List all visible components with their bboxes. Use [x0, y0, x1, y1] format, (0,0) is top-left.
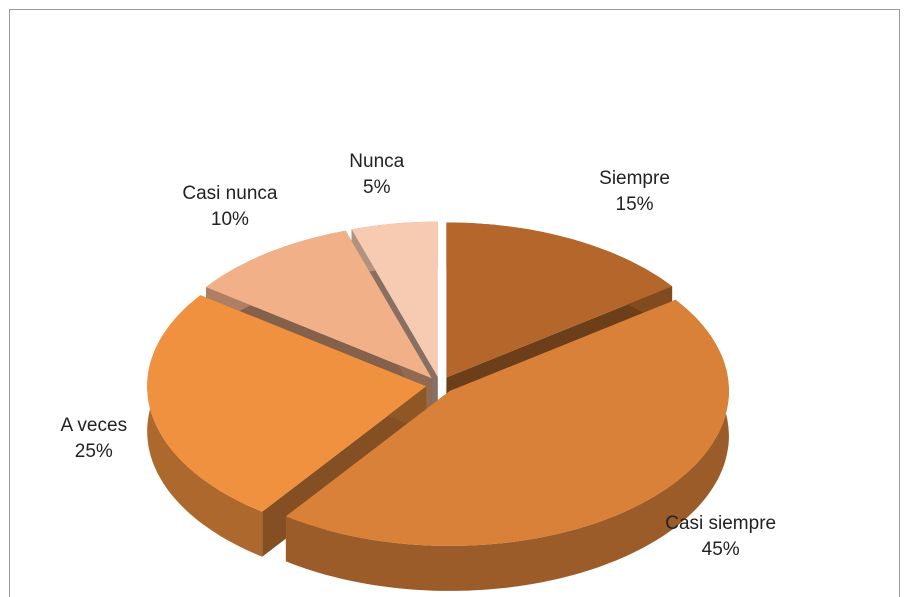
data-label-name: Nunca [349, 151, 404, 172]
data-label: 10% [211, 209, 249, 230]
slice [206, 230, 432, 379]
data-label-name: Casi nunca [182, 183, 277, 204]
slice [285, 299, 729, 546]
data-label-name: Casi siempre [665, 513, 776, 534]
slice-side [285, 299, 729, 591]
slice [446, 222, 673, 378]
slice [147, 295, 427, 512]
data-label: 45% [702, 539, 740, 560]
data-label: 15% [616, 194, 654, 215]
slice [351, 221, 438, 377]
data-label: 5% [363, 177, 391, 198]
data-label-name: A veces [61, 415, 128, 436]
data-label-name: Siempre [599, 168, 670, 189]
data-label: 25% [75, 441, 113, 462]
